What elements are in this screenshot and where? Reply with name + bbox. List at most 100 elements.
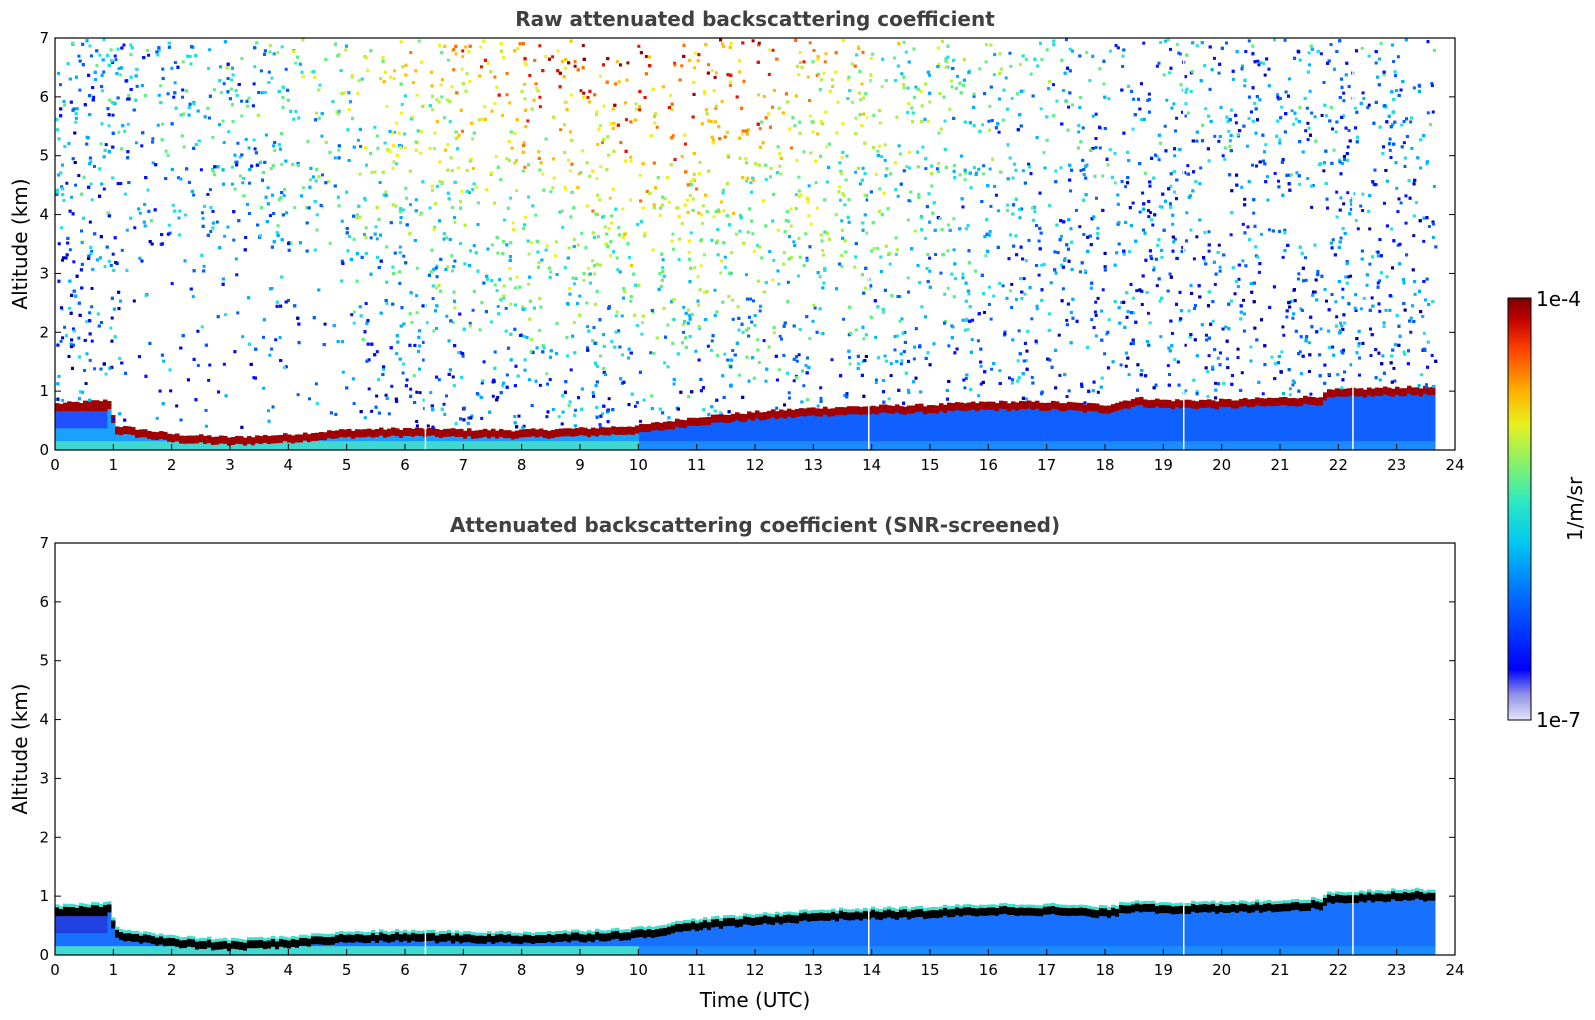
layer-edge-cell <box>859 406 864 415</box>
noise-pixel <box>120 248 124 252</box>
noise-pixel <box>892 56 896 60</box>
noise-pixel <box>191 295 195 299</box>
noise-pixel <box>1132 311 1136 315</box>
layer-edge-cell <box>591 427 596 436</box>
noise-pixel <box>1127 250 1131 254</box>
noise-pixel <box>1425 162 1429 166</box>
surface-cell <box>415 441 420 450</box>
noise-pixel <box>393 69 397 73</box>
noise-pixel <box>262 386 266 390</box>
noise-pixel <box>795 158 799 162</box>
noise-pixel <box>831 85 835 89</box>
layer-edge-cell <box>1355 388 1360 397</box>
surface-cell <box>1059 441 1064 450</box>
surface-cell <box>1007 441 1012 450</box>
aerosol-cell <box>671 425 676 450</box>
aerosol-cell <box>1015 406 1020 450</box>
noise-pixel <box>69 342 73 346</box>
noise-pixel <box>1150 257 1154 261</box>
noise-pixel <box>1142 41 1146 45</box>
noise-pixel <box>90 305 94 309</box>
noise-pixel <box>117 130 121 134</box>
noise-pixel <box>521 305 525 309</box>
noise-pixel <box>77 54 81 58</box>
noise-pixel <box>513 131 517 135</box>
layer-edge-cell <box>719 414 724 423</box>
noise-pixel <box>863 286 867 290</box>
noise-pixel <box>720 42 724 46</box>
noise-pixel <box>889 374 893 378</box>
layer-edge-cell <box>739 413 744 422</box>
noise-pixel <box>60 185 64 189</box>
layer-edge-cell <box>599 426 604 435</box>
noise-pixel <box>1419 166 1423 170</box>
aerosol-cell <box>639 427 644 450</box>
noise-pixel <box>808 337 812 341</box>
noise-pixel <box>409 51 413 55</box>
surface-cell <box>899 441 904 450</box>
noise-pixel <box>1198 182 1202 186</box>
surface-cell <box>235 441 240 450</box>
noise-pixel <box>928 100 932 104</box>
noise-pixel <box>1308 89 1312 93</box>
noise-pixel <box>928 269 932 273</box>
layer-edge-cell <box>271 435 276 444</box>
noise-pixel <box>65 181 69 185</box>
aerosol-cell <box>731 417 736 450</box>
noise-pixel <box>842 317 846 321</box>
surface-cell <box>1155 441 1160 450</box>
noise-pixel <box>445 314 449 318</box>
noise-pixel <box>421 104 425 108</box>
noise-pixel <box>1077 130 1081 134</box>
noise-pixel <box>1395 186 1399 190</box>
layer-edge-cell <box>1131 399 1136 408</box>
noise-pixel <box>585 346 589 350</box>
layer-edge-cell <box>463 430 468 439</box>
layer-edge-cell <box>279 434 284 443</box>
layer-edge-cell <box>715 414 720 423</box>
noise-pixel <box>1132 296 1136 300</box>
noise-pixel <box>972 92 976 96</box>
layer-edge-cell <box>819 408 824 417</box>
noise-pixel <box>655 125 659 129</box>
layer-edge-cell <box>1367 387 1372 396</box>
noise-pixel <box>1412 234 1416 238</box>
noise-pixel <box>857 91 861 95</box>
surface-cell <box>151 441 156 450</box>
surface-cell <box>199 441 204 450</box>
layer-edge-cell <box>979 401 984 410</box>
surface-cell <box>987 441 992 450</box>
layer-edge-cell <box>707 416 712 425</box>
noise-pixel <box>1074 208 1078 212</box>
noise-pixel <box>453 306 457 310</box>
noise-pixel <box>1096 226 1100 230</box>
surface-cell <box>1203 441 1208 450</box>
noise-pixel <box>240 114 244 118</box>
noise-pixel <box>109 326 113 330</box>
noise-pixel <box>1172 240 1176 244</box>
aerosol-cell <box>871 409 876 450</box>
aerosol-cell <box>803 412 808 450</box>
layer-edge-cell <box>1343 388 1348 397</box>
surface-cell <box>471 441 476 450</box>
noise-pixel <box>315 402 319 406</box>
noise-pixel <box>1096 390 1100 394</box>
layer-edge-cell <box>171 434 176 443</box>
surface-cell <box>563 441 568 450</box>
noise-pixel <box>538 95 542 99</box>
noise-pixel <box>689 231 693 235</box>
noise-pixel <box>448 120 452 124</box>
noise-pixel <box>789 224 793 228</box>
layer-edge-cell <box>195 435 200 444</box>
noise-pixel <box>1339 196 1343 200</box>
noise-pixel <box>356 138 360 142</box>
layer-edge-cell <box>1211 400 1216 409</box>
layer-edge-cell <box>1203 399 1208 408</box>
noise-pixel <box>1231 77 1235 81</box>
noise-pixel <box>514 303 518 307</box>
noise-pixel <box>789 146 793 150</box>
aerosol-cell <box>1251 402 1256 450</box>
layer-edge-cell <box>1371 388 1376 397</box>
noise-pixel <box>1384 308 1388 312</box>
layer-edge-cell <box>1303 395 1308 404</box>
